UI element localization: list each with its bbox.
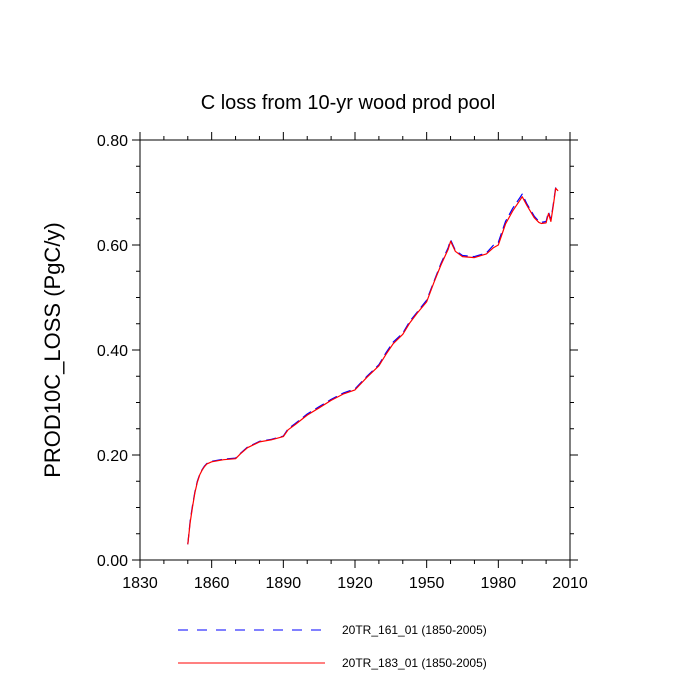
y-axis-label: PROD10C_LOSS (PgC/y) — [40, 222, 65, 478]
y-tick-label: 0.20 — [97, 448, 128, 465]
y-tick-label: 0.80 — [97, 133, 128, 150]
x-tick-label: 2010 — [552, 575, 588, 592]
y-tick-label: 0.60 — [97, 238, 128, 255]
chart-title: C loss from 10-yr wood prod pool — [201, 92, 496, 114]
x-tick-label: 1950 — [409, 575, 445, 592]
legend-label-2: 20TR_183_01 (1850-2005) — [342, 656, 487, 670]
x-tick-label: 1890 — [266, 575, 302, 592]
series-line-2 — [187, 187, 559, 545]
y-tick-label: 0.00 — [97, 553, 128, 570]
x-tick-label: 1830 — [122, 575, 158, 592]
series-lines — [187, 186, 559, 545]
y-tick-label: 0.40 — [97, 343, 128, 360]
legend-label-1: 20TR_161_01 (1850-2005) — [342, 623, 487, 637]
axis-ticks: 1830 1860 1890 1920 1950 1980 2010 0.00 0.20 0.40… — [97, 132, 588, 592]
plot-frame — [139, 139, 571, 561]
series-line-1 — [187, 186, 559, 545]
x-tick-label: 1980 — [481, 575, 517, 592]
legend: 20TR_161_01 (1850-2005) 20TR_183_01 (1850… — [178, 623, 487, 670]
x-tick-label: 1860 — [194, 575, 230, 592]
x-tick-label: 1920 — [337, 575, 373, 592]
